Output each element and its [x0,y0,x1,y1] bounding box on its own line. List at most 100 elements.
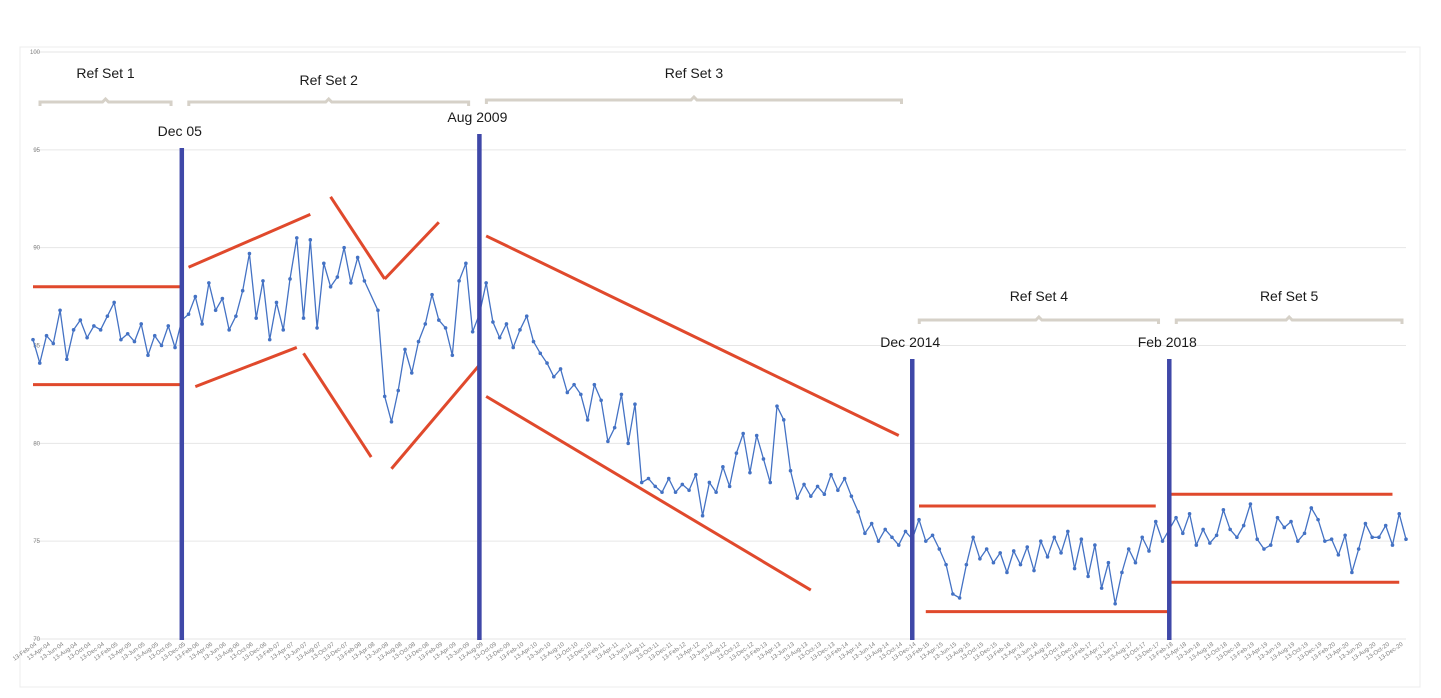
data-point [112,300,116,305]
data-point [484,281,488,285]
data-point [71,328,76,332]
data-point [1099,586,1104,590]
data-point [301,316,306,320]
data-point [207,281,211,285]
ref-set-label: Ref Set 5 [1260,288,1319,304]
data-point [863,531,867,536]
data-point [1059,551,1063,555]
data-point [1228,527,1232,532]
data-point [1086,574,1090,579]
data-point [1235,535,1239,540]
data-point [1093,543,1097,547]
data-point [139,322,144,326]
data-point [1248,502,1253,506]
data-point [1356,547,1361,551]
data-point [829,472,833,477]
data-point [876,539,881,543]
data-point [707,480,712,485]
data-point [200,322,204,326]
data-point [159,343,164,348]
data-point [957,596,962,600]
data-point [748,470,752,475]
data-point [565,390,570,395]
data-point [1072,566,1077,571]
data-point [524,314,529,318]
data-point [680,482,685,487]
data-point [775,404,779,408]
data-point [1323,539,1327,543]
ref-set-label: Ref Set 2 [300,72,359,88]
data-point [342,245,346,250]
data-point [971,535,975,540]
data-point [457,279,461,283]
data-point [727,484,732,489]
data-point [606,439,610,444]
trend-line [485,234,900,437]
data-point [443,326,448,330]
data-point [626,441,630,446]
data-point [991,560,996,565]
data-point [92,324,96,328]
data-point [849,494,854,498]
data-point [1397,511,1402,516]
data-point [146,353,150,358]
ref-set-bracket [187,96,471,106]
trend-line [485,395,812,592]
data-point [1262,547,1266,551]
data-point [328,285,333,289]
data-point [1350,570,1354,575]
ref-set-label: Ref Set 4 [1010,288,1069,304]
data-point [1005,570,1009,575]
data-point [1255,537,1260,542]
data-point [1343,533,1347,538]
data-point [31,337,35,342]
data-point [809,494,813,498]
data-point [930,533,935,538]
data-point [1011,549,1016,553]
data-point [700,513,705,518]
data-point [267,337,272,342]
event-label: Aug 2009 [447,109,507,125]
data-point [944,562,948,567]
trend-line [187,213,311,269]
data-point [403,347,407,352]
data-point [551,375,556,379]
ref-set-bracket [484,94,903,104]
data-point [315,326,319,330]
data-point [694,472,698,477]
data-point [1066,529,1070,534]
y-tick-label: 85 [33,344,40,350]
data-point [58,308,62,313]
data-point [599,398,603,403]
data-point [1025,545,1030,549]
data-point [335,275,340,279]
data-point [1194,543,1199,547]
data-point [125,331,130,336]
data-point [382,394,387,399]
data-point [545,361,549,365]
x-axis-ticks: 13-Feb-0413-Apr-0413-Jun-0413-Aug-0413-O… [12,641,1405,662]
data-point [98,328,103,332]
data-point [572,382,576,387]
data-point [464,261,468,266]
data-point [355,255,360,260]
data-point [619,392,624,397]
y-tick-label: 75 [33,539,40,545]
ref-set-bracket [38,96,173,106]
data-point [261,279,265,283]
data-point [842,476,847,481]
data-point [193,294,198,299]
data-point [815,484,820,489]
data-point [389,420,394,424]
data-point [802,482,806,487]
data-point [1214,533,1219,538]
data-point [951,592,955,596]
data-point [788,468,793,473]
data-point [234,314,238,318]
data-point [1126,547,1131,551]
data-point [964,562,969,567]
ref-set-bracket [917,314,1161,324]
data-point [741,431,745,436]
data-point [1140,535,1145,540]
